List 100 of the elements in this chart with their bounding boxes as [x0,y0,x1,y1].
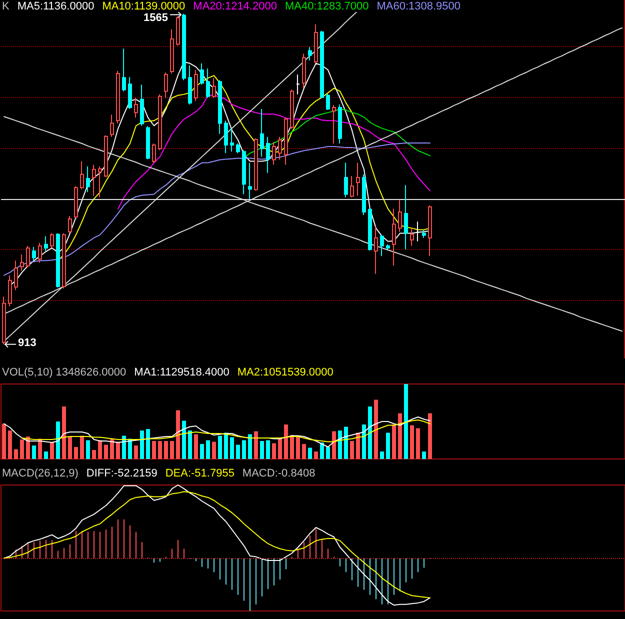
candlestick [14,260,18,291]
candlestick [50,232,54,248]
candlestick [92,164,96,196]
candlestick [278,136,282,160]
bar [98,440,102,459]
bar [26,436,30,459]
candlestick [428,204,432,257]
bar [140,430,144,459]
candlestick [410,228,414,246]
candlestick [344,162,348,198]
candlestick [164,72,168,98]
bar [104,444,108,459]
bar [326,447,330,459]
bar [290,435,294,459]
bar [218,436,222,459]
chart-title: VOL(5,10) 1348626.0000 [2,366,126,378]
bar [86,440,90,459]
candlestick [146,126,150,160]
candlestick [386,244,390,250]
candlestick [272,141,276,166]
candlestick [104,134,108,178]
candlestick [98,166,102,198]
series-label: DIFF:-52.2159 [86,468,158,480]
candlestick [182,13,186,81]
bar [206,440,210,459]
bar [362,424,366,459]
bar [2,424,6,459]
chart-title: MACD(26,12,9) [2,468,78,480]
candlestick [134,97,138,118]
candlestick [356,162,360,196]
bar [332,431,336,459]
candlestick [290,89,294,130]
candlestick [116,70,120,124]
bar [338,430,342,459]
series-label: DEA:-51.7955 [165,468,234,480]
bar [80,436,84,459]
candlestick [392,208,396,266]
text: MA20:1214.2000 [193,0,277,12]
bar [272,443,276,459]
bar [188,430,192,459]
bar [296,436,300,459]
bar [152,441,156,459]
bar [302,444,306,459]
bar [68,436,72,459]
bar [254,431,258,459]
bar [92,450,96,459]
candlestick [194,69,198,102]
candlestick [284,117,288,166]
candlestick [380,234,384,257]
candlestick [422,229,426,238]
candlestick [242,150,246,195]
candlestick [368,208,372,251]
bar [284,424,288,459]
bar [32,446,36,459]
annotation: 1565 [144,12,168,24]
text: MA5:1136.0000 [17,0,94,12]
bar [248,434,252,459]
text: MA60:1308.9500 [376,0,461,12]
candlestick [374,226,378,274]
bar [266,440,270,459]
bar [194,434,198,459]
candlestick [128,76,132,110]
candlestick [236,143,240,154]
candlestick [416,221,420,242]
candlestick [32,246,36,262]
bar [416,428,420,459]
bar [242,440,246,459]
candlestick [320,30,324,98]
candlestick [44,236,48,252]
bar [110,438,114,459]
candlestick [110,114,114,138]
bar [308,448,312,459]
candlestick [206,68,210,98]
bar [380,452,384,459]
candlestick [314,24,318,64]
candlestick [8,274,12,307]
bar [236,444,240,459]
candlestick [332,104,336,144]
candlestick [38,242,42,264]
bar [350,441,354,459]
bar [344,426,348,459]
candlestick [230,128,234,152]
bar [260,441,264,459]
candlestick [68,216,72,234]
text: MA2:1051539.0000 [237,366,334,378]
bar [404,384,408,459]
candlestick [86,166,90,193]
bar [422,452,426,459]
bar [44,452,48,459]
bar [410,425,414,459]
bar [374,400,378,459]
bar [176,410,180,459]
candlestick [20,254,24,272]
candlestick [308,46,312,61]
bar [74,447,78,459]
bar [314,452,318,459]
candlestick [338,104,342,144]
annotation: 913 [18,336,36,349]
bar [8,430,12,459]
candlestick [2,296,6,345]
